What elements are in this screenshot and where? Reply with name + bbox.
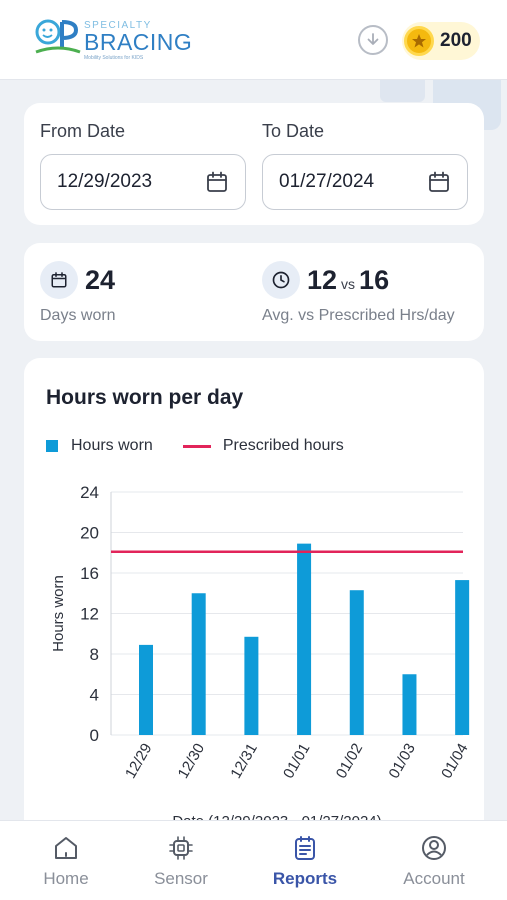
wear-stats-card: 24 Days worn 12 vs 16 Avg. vs Prescribed H… (24, 243, 484, 341)
logo-mark (35, 19, 81, 54)
bar-01-04 (455, 580, 470, 735)
y-tick-label: 4 (90, 686, 99, 705)
avg-vs-prescribed-label: Avg. vs Prescribed Hrs/day (262, 307, 455, 324)
bar-12-30 (191, 593, 206, 735)
legend-prescribed-swatch (182, 444, 211, 448)
coin-balance[interactable]: 200 (402, 22, 480, 60)
account-icon (422, 836, 446, 860)
from-date-value: 12/29/2023 (57, 171, 153, 192)
y-axis-title: Hours worn (50, 575, 67, 652)
sensor-icon (169, 836, 193, 860)
logo-specialty-text: SPECIALTY (84, 20, 152, 31)
nav-home[interactable]: Home (3, 821, 129, 900)
download-button[interactable] (358, 25, 388, 55)
coin-icon (404, 26, 434, 56)
x-tick-label: 12/31 (227, 741, 260, 782)
chart-title: Hours worn per day (46, 386, 244, 409)
home-icon (55, 837, 77, 859)
download-icon (367, 33, 379, 45)
from-date-field[interactable]: 12/29/2023 (40, 154, 246, 210)
clock-icon (262, 261, 300, 299)
x-tick-label: 12/30 (175, 741, 208, 782)
calendar-icon (429, 171, 449, 192)
star-icon (412, 34, 426, 48)
x-tick-label: 01/03 (385, 741, 418, 782)
specialty-bracing-logo[interactable]: SPECIALTY BRACING Mobility Solutions for… (34, 18, 192, 62)
chart-legend: Hours worn Prescribed hours (46, 437, 344, 455)
prescribed-hours-value: 16 (359, 265, 390, 295)
hours-chart-card: 0 4 8 12 16 20 24 Hours worn 12/29 12/30 12/31 01/0… (24, 358, 484, 838)
calendar-icon (207, 171, 227, 192)
legend-hours-worn-label: Hours worn (71, 437, 153, 454)
y-tick-label: 12 (80, 605, 99, 624)
logo-tagline: Mobility Solutions for KIDS (84, 55, 144, 61)
x-tick-label: 01/01 (280, 741, 313, 782)
nav-reports-label: Reports (272, 869, 338, 888)
app-header: SPECIALTY BRACING Mobility Solutions for… (0, 0, 507, 80)
x-axis-title: Date (12/29/2023 - 01/27/2024) (172, 813, 381, 820)
y-tick-label: 0 (90, 726, 99, 745)
to-date-label: To Date (262, 121, 325, 141)
y-tick-label: 20 (80, 524, 99, 543)
y-tick-label: 16 (80, 564, 99, 583)
to-date-field[interactable]: 01/27/2024 (262, 154, 468, 210)
nav-reports[interactable]: Reports (242, 821, 368, 900)
bar-01-02 (349, 590, 364, 735)
vs-text: vs (341, 276, 356, 292)
y-tick-label: 8 (90, 645, 99, 664)
bottom-navigation: Home Sensor Reports Accoun (0, 820, 507, 900)
reports-icon (295, 836, 315, 860)
bar-12-29 (139, 644, 153, 735)
to-date-value: 01/27/2024 (279, 171, 375, 192)
nav-home-label: Home (43, 869, 89, 888)
hours-bar-chart: 0 4 8 12 16 20 24 Hours worn 12/29 12/30 12/31 01/0… (50, 483, 472, 820)
nav-account-label: Account (403, 869, 465, 888)
date-range-card: From Date 12/29/2023 To Date 01/27/2024 (24, 103, 484, 225)
nav-sensor-label: Sensor (154, 869, 208, 888)
days-worn-value: 24 (85, 265, 116, 295)
from-date-label: From Date (40, 121, 126, 141)
calendar-icon (40, 261, 78, 299)
logo-bracing-text: BRACING (84, 29, 193, 55)
y-tick-label: 24 (80, 483, 99, 502)
bar-12-31 (244, 636, 259, 735)
bar-01-03 (402, 674, 417, 735)
days-worn-label: Days worn (40, 307, 116, 324)
nav-sensor[interactable]: Sensor (118, 821, 244, 900)
nav-account[interactable]: Account (371, 821, 497, 900)
avg-hours-value: 12 (307, 265, 338, 295)
legend-hours-worn-swatch (46, 440, 58, 452)
background-decoration (380, 80, 425, 102)
x-tick-label: 12/29 (122, 741, 155, 782)
x-tick-label: 01/02 (333, 741, 366, 782)
legend-prescribed-label: Prescribed hours (222, 437, 344, 454)
x-tick-label: 01/04 (438, 741, 471, 782)
coin-count: 200 (440, 30, 472, 51)
avg-vs-prescribed-value: 12 vs 16 (307, 265, 389, 296)
bar-01-01 (297, 543, 312, 735)
